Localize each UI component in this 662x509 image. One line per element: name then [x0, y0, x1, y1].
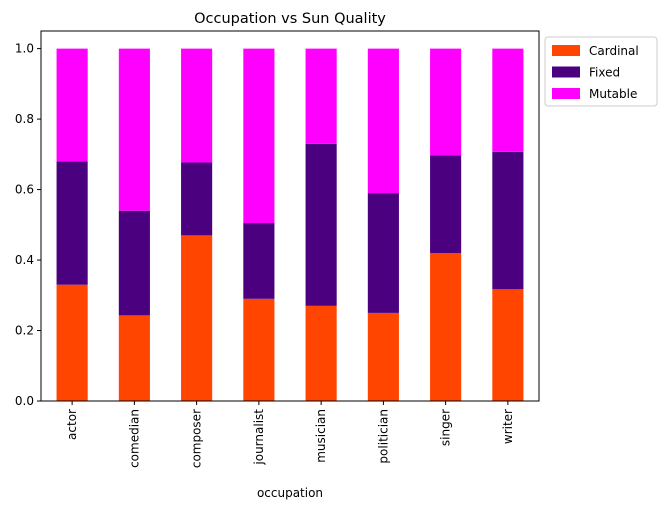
bar-mutable-actor [56, 48, 88, 162]
x-tick-label-actor: actor [65, 409, 79, 440]
legend-swatch-fixed [552, 66, 580, 78]
bar-fixed-writer [492, 151, 524, 290]
bar-fixed-singer [430, 155, 462, 253]
x-tick-label-composer: composer [190, 409, 204, 468]
bar-cardinal-musician [305, 305, 337, 401]
x-tick-label-writer: writer [501, 409, 515, 444]
y-tick-label: 1.0 [15, 42, 34, 56]
plot-frame [40, 30, 540, 402]
y-tick-label: 0.8 [15, 112, 34, 126]
x-axis: actor comedian composer journalist musician p… [65, 401, 515, 468]
bar-fixed-politician [367, 193, 399, 313]
bar-fixed-journalist [243, 223, 275, 299]
y-axis: 0.0 0.2 0.4 0.6 0.8 1.0 [15, 42, 41, 408]
x-tick-label-journalist: journalist [252, 409, 266, 466]
y-tick-label: 0.6 [15, 183, 34, 197]
bar-mutable-composer [181, 48, 213, 163]
y-tick-label: 0.4 [15, 253, 34, 267]
legend-label-cardinal: Cardinal [589, 44, 639, 58]
legend-label-mutable: Mutable [589, 87, 637, 101]
y-tick-label: 0.0 [15, 394, 34, 408]
bar-mutable-journalist [243, 48, 275, 224]
bar-mutable-musician [305, 48, 337, 144]
x-tick-label-comedian: comedian [127, 409, 141, 468]
bar-cardinal-actor [56, 284, 88, 401]
legend-swatch-cardinal [552, 45, 580, 56]
bar-mutable-writer [492, 48, 524, 152]
bar-cardinal-composer [181, 235, 213, 401]
bar-mutable-singer [430, 48, 462, 156]
legend-label-fixed: Fixed [589, 66, 620, 80]
bar-cardinal-politician [367, 312, 399, 401]
bar-mutable-comedian [118, 48, 150, 211]
chart-title: Occupation vs Sun Quality [194, 11, 386, 27]
legend: Cardinal Fixed Mutable [544, 36, 658, 107]
bar-fixed-actor [56, 161, 88, 285]
bar-cardinal-comedian [118, 315, 150, 401]
bar-cardinal-writer [492, 289, 524, 401]
y-tick-label: 0.2 [15, 324, 34, 338]
x-tick-label-musician: musician [314, 409, 328, 463]
bar-cardinal-journalist [243, 298, 275, 401]
bars-layer [56, 48, 524, 401]
x-tick-label-politician: politician [376, 409, 390, 464]
legend-swatch-mutable [552, 88, 580, 99]
x-tick-label-singer: singer [439, 409, 453, 446]
bar-fixed-composer [181, 162, 213, 236]
bar-fixed-comedian [118, 210, 150, 316]
bar-mutable-politician [367, 48, 399, 194]
bar-fixed-musician [305, 143, 337, 306]
x-axis-title: occupation [257, 486, 323, 500]
bar-cardinal-singer [430, 253, 462, 401]
